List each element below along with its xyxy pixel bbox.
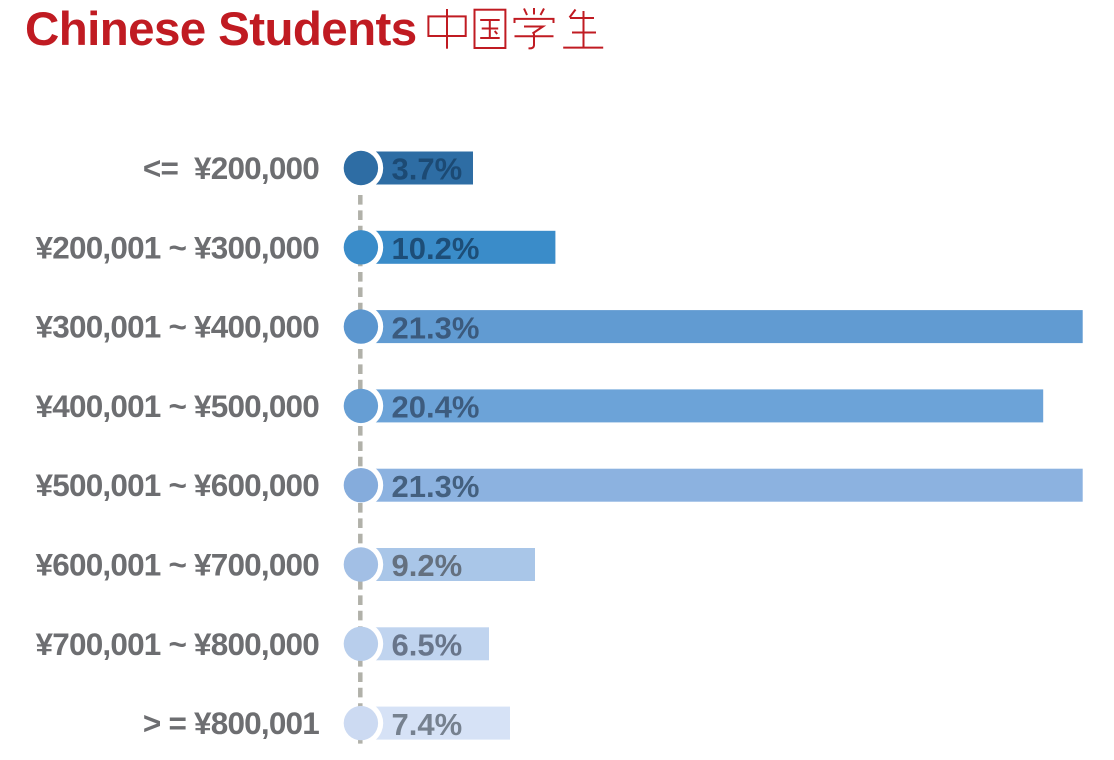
svg-text:<= ¥200,000: <= ¥200,000 [143, 150, 319, 186]
svg-text:3.7%: 3.7% [392, 152, 463, 187]
svg-text:¥600,001 ~ ¥700,000: ¥600,001 ~ ¥700,000 [36, 547, 320, 583]
svg-text:¥700,001 ~ ¥800,000: ¥700,001 ~ ¥800,000 [36, 626, 320, 662]
svg-text:7.4%: 7.4% [392, 707, 463, 742]
svg-text:21.3%: 21.3% [392, 310, 480, 345]
svg-text:Chinese Students: Chinese Students [25, 3, 417, 56]
svg-text:9.2%: 9.2% [392, 548, 463, 583]
svg-text:6.5%: 6.5% [392, 628, 463, 663]
svg-text:21.3%: 21.3% [392, 469, 480, 504]
svg-text:10.2%: 10.2% [392, 231, 480, 266]
svg-text:¥200,001 ~ ¥300,000: ¥200,001 ~ ¥300,000 [36, 229, 320, 265]
svg-text:20.4%: 20.4% [392, 390, 480, 425]
svg-text:¥400,001 ~ ¥500,000: ¥400,001 ~ ¥500,000 [36, 388, 320, 424]
svg-text:> = ¥800,001: > = ¥800,001 [143, 705, 319, 741]
svg-text:¥300,001 ~ ¥400,000: ¥300,001 ~ ¥400,000 [36, 309, 320, 345]
svg-text:¥500,001 ~ ¥600,000: ¥500,001 ~ ¥600,000 [36, 467, 320, 503]
